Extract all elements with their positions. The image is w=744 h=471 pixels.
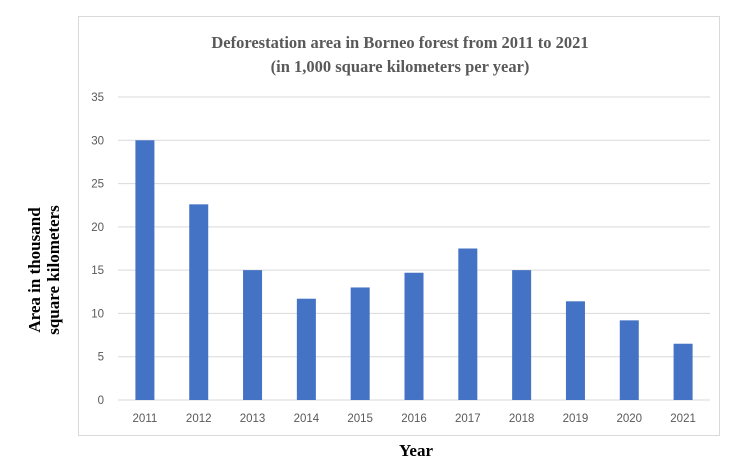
- y-tick-label: 5: [98, 352, 104, 364]
- chart-subtitle: (in 1,000 square kilometers per year): [271, 57, 530, 76]
- y-axis-ticks: 0 5 10 15 20 25 30 35: [91, 92, 104, 407]
- bar-2012: [189, 204, 209, 400]
- bars: [135, 140, 693, 401]
- bar-2014: [296, 298, 316, 400]
- y-axis-title-line-2: square kilometers: [44, 205, 63, 335]
- y-tick-label: 25: [91, 179, 104, 191]
- bar-2020: [619, 320, 639, 400]
- x-tick-label: 2015: [347, 413, 373, 425]
- gridlines: [118, 96, 710, 401]
- bar-2013: [243, 270, 263, 400]
- bar-2018: [512, 270, 532, 400]
- y-tick-label: 20: [91, 222, 104, 234]
- x-tick-label: 2016: [401, 413, 427, 425]
- x-axis-ticks: 2011 2012 2013 2014 2015 2016 2017 2018 2019 2020…: [133, 413, 696, 425]
- x-tick-label: 2020: [616, 413, 642, 425]
- bar-2017: [458, 248, 478, 400]
- bar-2021: [673, 343, 693, 400]
- x-tick-label: 2013: [240, 413, 266, 425]
- y-tick-label: 35: [91, 92, 104, 104]
- x-tick-label: 2019: [563, 413, 589, 425]
- y-tick-label: 15: [91, 265, 104, 277]
- x-tick-label: 2018: [509, 413, 535, 425]
- chart-area: [78, 16, 720, 436]
- x-axis-title: Year: [399, 441, 433, 460]
- y-tick-label: 30: [91, 135, 104, 147]
- bar-2016: [404, 272, 424, 400]
- x-tick-label: 2012: [186, 413, 212, 425]
- y-tick-label: 0: [98, 395, 104, 407]
- x-tick-label: 2017: [455, 413, 481, 425]
- x-tick-label: 2014: [294, 413, 320, 425]
- x-tick-label: 2021: [670, 413, 696, 425]
- y-axis-title-line-1: Area in thousand: [25, 207, 44, 333]
- y-tick-label: 10: [91, 308, 104, 320]
- bar-2015: [350, 287, 370, 400]
- bar-2019: [565, 301, 585, 400]
- bar-2011: [135, 140, 155, 401]
- y-axis-title: Area in thousand square kilometers: [25, 205, 63, 335]
- x-tick-label: 2011: [133, 413, 158, 425]
- chart-title: Deforestation area in Borneo forest from…: [211, 33, 588, 52]
